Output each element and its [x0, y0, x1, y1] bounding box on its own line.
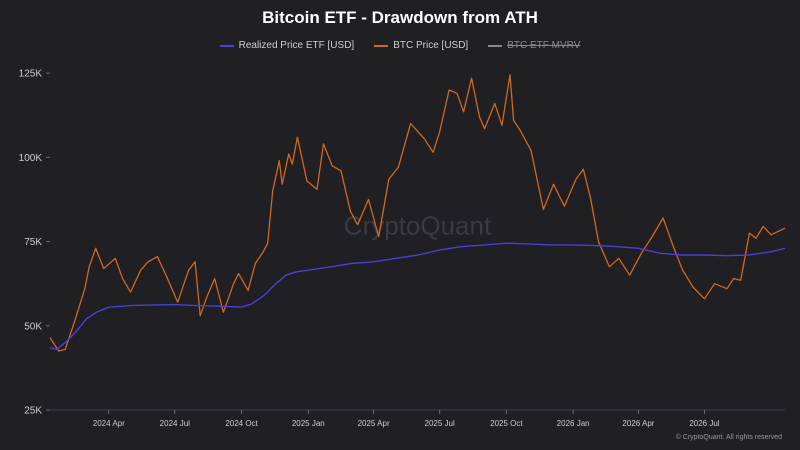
- legend-label-btc-price: BTC Price [USD]: [393, 40, 469, 51]
- x-tick-label: 2026 Jan: [557, 419, 590, 428]
- chart-title: Bitcoin ETF - Drawdown from ATH: [262, 8, 538, 27]
- copyright-footer: © CryptoQuant. All rights reserved: [675, 434, 782, 441]
- x-tick-label: 2025 Apr: [358, 419, 390, 428]
- y-tick-label: 75K: [24, 237, 42, 248]
- chart-legend: Realized Price ETF [USD] BTC Price [USD]…: [0, 40, 800, 51]
- legend-item-realized-price[interactable]: Realized Price ETF [USD]: [219, 40, 355, 51]
- watermark: CryptoQuant: [344, 211, 492, 241]
- x-tick-label: 2026 Apr: [622, 419, 654, 428]
- legend-swatch-realized-price: [219, 44, 234, 47]
- legend-swatch-btc-etf-mvrv: [488, 44, 503, 47]
- x-tick-label: 2025 Jul: [425, 419, 455, 428]
- x-tick-label: 2024 Oct: [225, 419, 258, 428]
- x-tick-label: 2025 Oct: [490, 419, 523, 428]
- x-tick-label: 2024 Jul: [160, 419, 190, 428]
- y-tick-label: 50K: [24, 321, 42, 332]
- legend-swatch-btc-price: [374, 44, 389, 47]
- legend-label-realized-price: Realized Price ETF [USD]: [238, 40, 355, 51]
- y-tick-label: 25K: [24, 406, 42, 417]
- x-tick-label: 2026 Jul: [689, 419, 719, 428]
- y-tick-label: 125K: [19, 69, 43, 80]
- y-tick-label: 100K: [19, 153, 43, 164]
- x-tick-label: 2025 Jan: [292, 419, 325, 428]
- x-tick-label: 2024 Apr: [93, 419, 125, 428]
- legend-item-btc-etf-mvrv[interactable]: BTC ETF MVRV: [488, 40, 580, 51]
- btc-price-series-line: [49, 74, 786, 352]
- legend-item-btc-price[interactable]: BTC Price [USD]: [374, 40, 468, 51]
- legend-label-btc-etf-mvrv: BTC ETF MVRV: [507, 40, 581, 51]
- realized-price-series-line: [49, 242, 786, 351]
